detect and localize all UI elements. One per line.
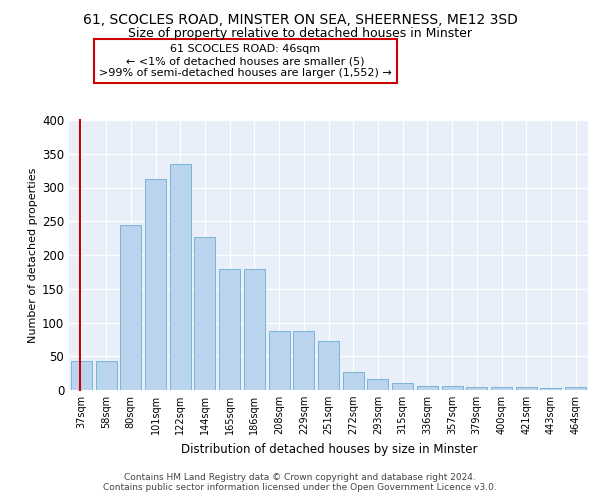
Bar: [95, 361, 116, 390]
Text: Contains HM Land Registry data © Crown copyright and database right 2024.
Contai: Contains HM Land Registry data © Crown c…: [103, 473, 497, 492]
Bar: [71, 361, 92, 390]
Bar: [541, 388, 562, 390]
Bar: [565, 388, 586, 390]
Text: Distribution of detached houses by size in Minster: Distribution of detached houses by size …: [181, 442, 477, 456]
Text: 61, SCOCLES ROAD, MINSTER ON SEA, SHEERNESS, ME12 3SD: 61, SCOCLES ROAD, MINSTER ON SEA, SHEERN…: [83, 12, 517, 26]
Bar: [120, 224, 141, 390]
Bar: [293, 330, 314, 390]
Bar: [318, 340, 339, 390]
Bar: [392, 383, 413, 390]
Text: 61 SCOCLES ROAD: 46sqm
← <1% of detached houses are smaller (5)
>99% of semi-det: 61 SCOCLES ROAD: 46sqm ← <1% of detached…: [99, 44, 392, 78]
Y-axis label: Number of detached properties: Number of detached properties: [28, 168, 38, 342]
Text: Size of property relative to detached houses in Minster: Size of property relative to detached ho…: [128, 28, 472, 40]
Bar: [269, 330, 290, 390]
Bar: [466, 386, 487, 390]
Bar: [170, 164, 191, 390]
Bar: [367, 379, 388, 390]
Bar: [343, 372, 364, 390]
Bar: [145, 180, 166, 390]
Bar: [244, 268, 265, 390]
Bar: [194, 238, 215, 390]
Bar: [219, 268, 240, 390]
Bar: [442, 386, 463, 390]
Bar: [516, 388, 537, 390]
Bar: [491, 388, 512, 390]
Bar: [417, 386, 438, 390]
